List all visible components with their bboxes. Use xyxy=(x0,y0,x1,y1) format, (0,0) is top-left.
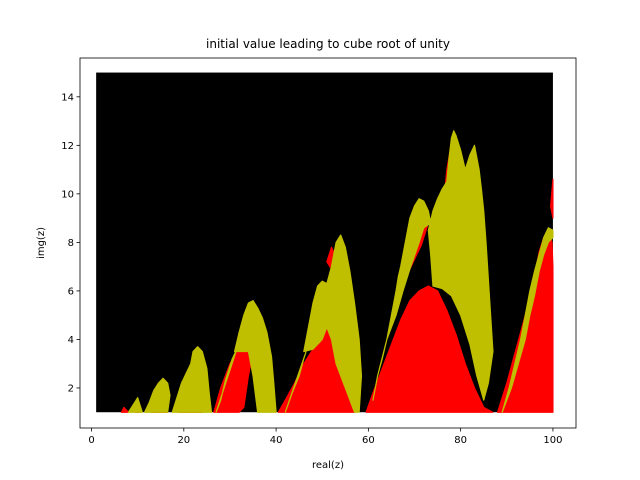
x-axis-label: real(z) xyxy=(312,460,344,471)
y-tick-label: 8 xyxy=(68,238,74,249)
y-tick-label: 12 xyxy=(61,141,74,152)
plot-area xyxy=(96,72,554,413)
olive-region-5 xyxy=(284,350,307,413)
y-axis-label: img(z) xyxy=(36,227,47,259)
y-tick-label: 14 xyxy=(61,92,74,103)
x-tick-label: 20 xyxy=(177,435,190,446)
red-region-0 xyxy=(120,406,130,413)
y-tick-label: 4 xyxy=(68,335,74,346)
olive-region-8 xyxy=(427,130,494,401)
olive-region-2 xyxy=(171,346,213,413)
y-tick-label: 10 xyxy=(61,189,74,200)
red-region-8 xyxy=(365,285,494,413)
y-tick-label: 6 xyxy=(68,286,74,297)
x-tick-label: 0 xyxy=(88,435,94,446)
chart-title: initial value leading to cube root of un… xyxy=(206,37,450,51)
x-tick-label: 60 xyxy=(362,435,375,446)
x-tick-label: 80 xyxy=(454,435,467,446)
olive-region-1 xyxy=(144,377,171,413)
red-region-13 xyxy=(550,178,554,219)
olive-region-6 xyxy=(303,234,363,413)
olive-region-7 xyxy=(372,198,432,401)
olive-region-9 xyxy=(501,227,554,413)
olive-region-0 xyxy=(127,397,143,413)
y-axis: 2 4 6 8 10 12 14 xyxy=(61,92,80,394)
x-axis: 0 20 40 60 80 100 xyxy=(88,428,562,446)
y-tick-label: 2 xyxy=(68,383,74,394)
olive-region-4 xyxy=(233,300,277,413)
x-tick-label: 40 xyxy=(270,435,283,446)
x-tick-label: 100 xyxy=(543,435,562,446)
olive-region-3 xyxy=(215,348,238,413)
plot-frame xyxy=(79,57,577,429)
